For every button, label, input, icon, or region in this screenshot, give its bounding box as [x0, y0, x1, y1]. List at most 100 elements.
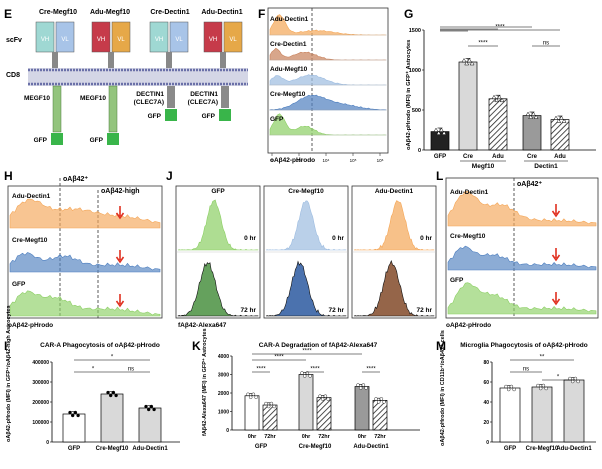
g-ylabel: oAβ42-pHrodo (MFI) in GFP⁺ Astrocytes [405, 40, 412, 150]
data-point [149, 404, 154, 409]
data-point [300, 371, 304, 375]
sig-label: ns [543, 41, 549, 47]
time-label: 72 hr [328, 307, 344, 314]
m-ylabel: oAβ42-pHrodo (MFI) in CD11b⁺/oAβ42⁺ cell… [439, 330, 446, 446]
data-point [318, 394, 322, 398]
y-tick-label: 1500 [409, 28, 421, 34]
track-label: Cre-Dectin1 [270, 41, 307, 48]
h-gate2: oAβ42-high [101, 188, 140, 195]
y-tick-label: 80 [483, 360, 489, 366]
sig-label: **** [302, 349, 312, 355]
data-point [525, 111, 531, 116]
y-tick-label: 1000 [218, 410, 229, 416]
data-point [254, 395, 258, 399]
data-point [114, 393, 118, 398]
k-ylabel: fAβ42-Alexa647 (MFI) in GFP⁺ Astrocytes [201, 328, 208, 436]
construct-label-1: Cre-Megf10 [39, 9, 77, 16]
data-point [321, 397, 325, 401]
data-point [504, 384, 508, 389]
tick-label: 10³ [296, 158, 303, 163]
sig-label: **** [256, 367, 266, 373]
panel-k: K CAR-A Degradation of fAβ42-Alexa647 fA… [192, 328, 420, 450]
data-point [469, 60, 475, 66]
data-point [436, 130, 442, 135]
category-label: Adu-Dectin1 [132, 446, 168, 452]
panel-letter-k: K [192, 339, 201, 353]
data-point [248, 395, 253, 399]
y-tick-label: 200000 [32, 400, 49, 406]
data-point [359, 386, 363, 390]
sig-label: * [557, 375, 560, 381]
sig-label: ns [523, 367, 529, 373]
bar [458, 61, 478, 151]
gfp-tag [51, 133, 63, 145]
vl-domain [169, 21, 189, 53]
bar [62, 413, 86, 443]
vh-domain [35, 21, 55, 53]
group-label: Cre-Megf10 [299, 444, 332, 450]
data-point [272, 404, 276, 409]
bar [499, 387, 521, 443]
category-label: GFP [434, 154, 446, 160]
y-tick-label: 4000 [218, 354, 229, 360]
data-point [553, 115, 559, 120]
time-label: 0 hr [244, 235, 256, 242]
panel-m: M Microglia Phagocytosis of oAβ42-pHrodo… [436, 330, 596, 452]
y-tick-label: 0 [46, 440, 49, 446]
data-point [464, 60, 470, 66]
y-tick-label: 500 [412, 108, 421, 114]
track-label: Adu-Megf10 [270, 66, 308, 73]
megf10-domain [108, 85, 118, 133]
histogram-track [447, 191, 597, 227]
bar [563, 379, 585, 443]
data-point [561, 118, 567, 123]
panel-f: F Adu-Dectin1 Cre-Dectin1 Adu-Megf10 Cre-Me… [258, 7, 389, 164]
megf10-domain [52, 85, 62, 133]
group-label: Megf10 [472, 163, 495, 170]
panel-l: L oAβ42⁺ Adu-Dectin1 Cre-Megf10 GFP oAβ42-… [436, 169, 599, 329]
panel-g: G oAβ42-pHrodo (MFI) in GFP⁺ Astrocytes … [404, 7, 596, 170]
data-point [499, 97, 505, 103]
panel-e: E Cre-Megf10 Adu-Megf10 Cre-Dectin1 Adu-… [4, 7, 248, 145]
y-tick-label: 100000 [32, 420, 49, 426]
sig-label: * [111, 355, 114, 361]
histogram-track [269, 94, 387, 111]
construct-label-4: Adu-Dectin1 [201, 9, 242, 16]
k-title: CAR-A Degradation of fAβ42-Alexa647 [259, 342, 378, 349]
svg-text:GFP: GFP [90, 137, 104, 144]
data-point [539, 386, 543, 391]
data-point [533, 114, 539, 119]
sig-label: **** [366, 367, 376, 373]
data-point [106, 390, 110, 395]
y-tick-label: 0 [486, 440, 489, 446]
megf10-label: MEGF10 [24, 95, 50, 102]
category-label: 0hr [358, 434, 367, 440]
histogram-track [269, 113, 387, 136]
svg-text:VL: VL [229, 37, 237, 43]
data-point [441, 130, 447, 135]
svg-text:GFP: GFP [34, 137, 48, 144]
sig-label: ** [540, 355, 545, 361]
time-label: 72 hr [416, 307, 432, 314]
histogram-track [269, 47, 387, 61]
data-point [571, 379, 575, 384]
svg-text:VH: VH [209, 37, 217, 43]
data-point [251, 392, 256, 396]
data-point [512, 387, 516, 392]
track-label: Cre-Megf10 [450, 233, 486, 240]
histogram-0hr [353, 200, 435, 251]
m-title: Microglia Phagocytosis of oAβ42-pHrodo [460, 342, 588, 349]
data-point [528, 114, 534, 119]
group-label: Dectin1 [534, 163, 558, 170]
panel-letter-i: I [4, 339, 7, 353]
scfv-label: scFv [6, 37, 22, 44]
histogram-0hr [265, 200, 347, 251]
category-label: GFP [68, 446, 80, 452]
data-point [146, 407, 151, 412]
vl-domain [111, 21, 131, 53]
vh-domain [149, 21, 169, 53]
sig-label: **** [274, 355, 284, 361]
histogram-72hr [177, 262, 259, 317]
data-point [544, 386, 548, 391]
bar [244, 395, 260, 431]
